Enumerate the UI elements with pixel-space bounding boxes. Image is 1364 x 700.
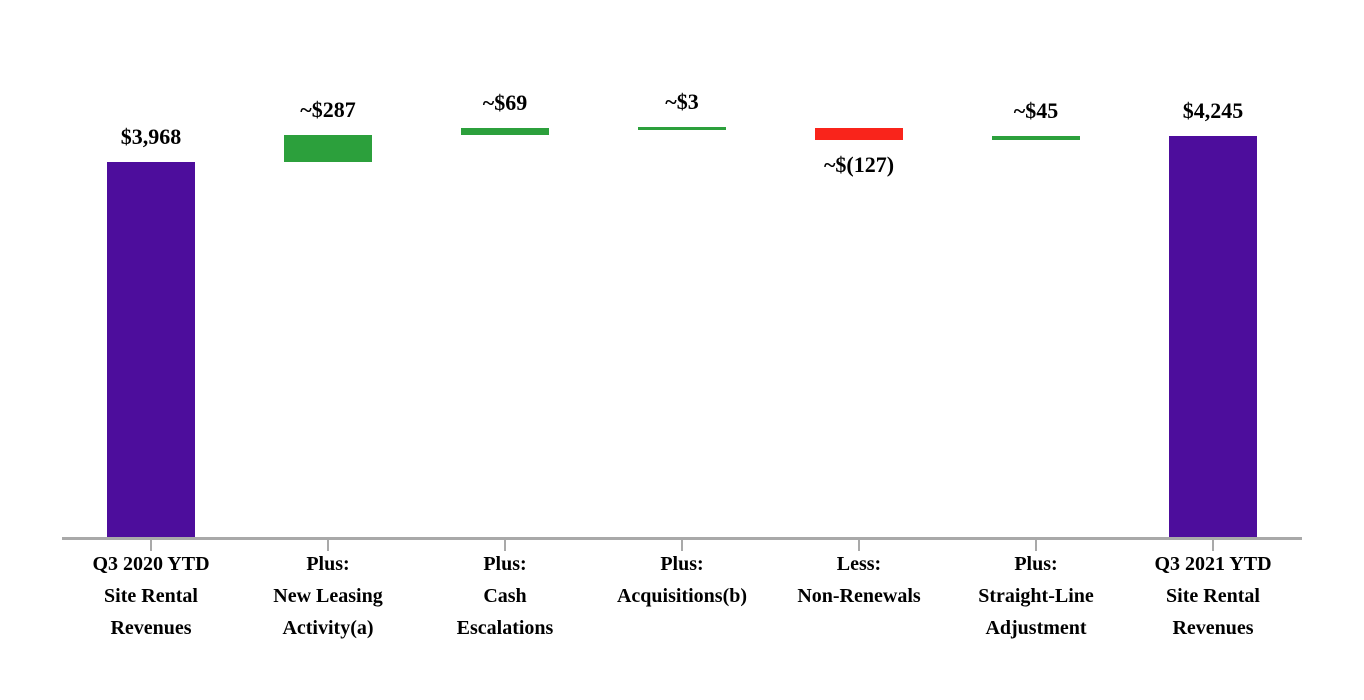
category-label-line: Revenues [110,617,192,639]
waterfall-bar-increase [461,128,549,135]
x-axis-tick [858,537,860,551]
category-label-line: Q3 2020 YTD [92,553,210,575]
category-label-line: Plus: [483,553,527,575]
waterfall-bar-total [107,162,195,537]
waterfall-bar-decrease [815,128,903,141]
x-axis-tick [327,537,329,551]
category-label-line: Adjustment [985,617,1087,639]
x-axis-category-label: Plus: Acquisitions(b) [594,548,771,612]
category-label-line: Revenues [1172,617,1254,639]
category-label-line: New Leasing [273,585,383,607]
x-axis-tick [504,537,506,551]
value-label: ~$3 [665,88,699,114]
category-label-line: Escalations [456,617,554,639]
x-axis-tick [681,537,683,551]
category-label-line: Site Rental [104,585,198,607]
waterfall-bar-increase [992,135,1080,141]
category-label-line: Less: [836,553,882,575]
value-label: $3,968 [120,124,182,149]
x-axis-category-label: Q3 2020 YTD Site Rental Revenues [63,548,240,644]
x-axis-category-label: Plus: Cash Escalations [417,548,594,644]
x-axis-category-label: Plus: New Leasing Activity(a) [240,548,417,644]
category-label-line: Plus: [660,553,704,575]
value-label: $4,245 [1182,97,1244,123]
waterfall-bar-total [1169,135,1257,537]
category-label-line: Plus: [306,553,350,575]
value-label: ~$69 [482,90,528,116]
waterfall-bar-increase [638,126,726,130]
x-axis-category-label: Less: Non-Renewals [771,548,948,612]
value-label: ~$287 [300,96,356,122]
value-label: ~$45 [1013,97,1059,123]
waterfall-bar-increase [284,134,372,162]
category-label-line: Acquisitions(b) [616,585,748,607]
category-label-line: Site Rental [1166,585,1260,607]
category-label-line: Straight-Line [978,585,1094,607]
category-label-line: Activity(a) [282,617,374,639]
category-label-line: Q3 2021 YTD [1154,553,1272,575]
category-label-line: Cash [483,585,527,607]
category-label-line: Plus: [1014,553,1058,575]
x-axis-tick [150,537,152,551]
value-label: ~$(127) [823,152,895,178]
category-label-line: Non-Renewals [797,585,921,607]
x-axis-category-label: Plus: Straight-Line Adjustment [948,548,1125,644]
x-axis-tick [1212,537,1214,551]
x-axis-category-label: Q3 2021 YTD Site Rental Revenues [1125,548,1302,644]
x-axis-tick [1035,537,1037,551]
